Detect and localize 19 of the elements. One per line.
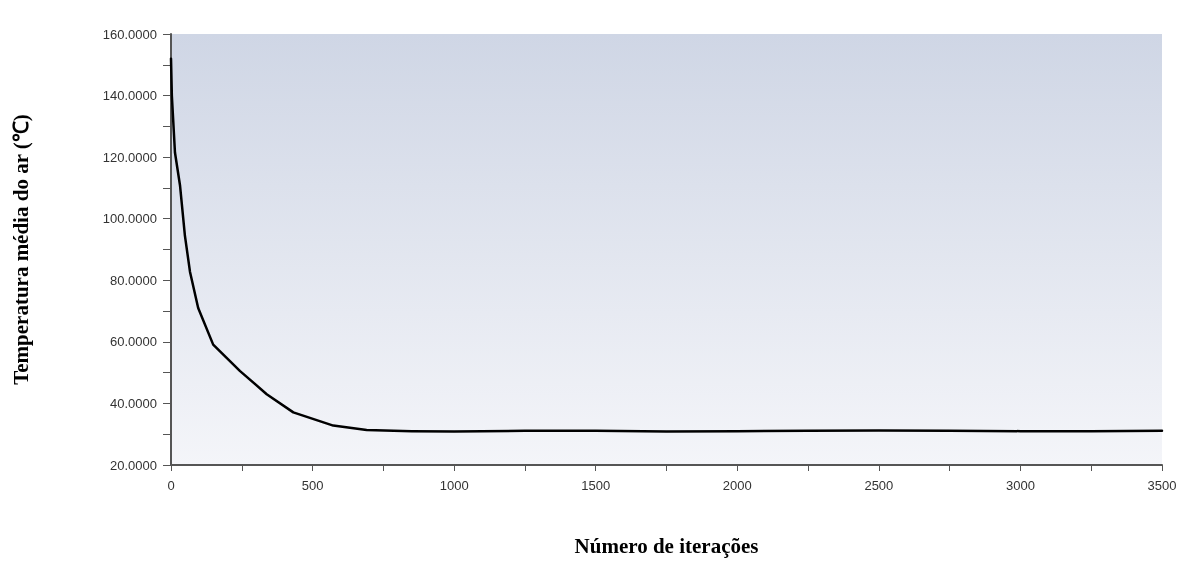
y-tick-label: 100.0000: [102, 211, 157, 227]
y-tick-label: 40.0000: [110, 395, 157, 411]
y-tick-label: 80.0000: [110, 272, 157, 288]
x-axis-title: Número de iterações: [574, 533, 759, 558]
y-tick-label: 140.0000: [102, 88, 157, 104]
x-tick-label: 500: [301, 478, 324, 493]
line-series: [169, 57, 1164, 433]
y-tick-label: 60.0000: [110, 334, 157, 350]
x-tick-label: 1500: [581, 478, 611, 493]
y-axis-title: Temperatura média do ar (℃): [8, 114, 33, 385]
y-tick-label: 120.0000: [102, 149, 157, 165]
x-tick-label: 3500: [1147, 478, 1177, 493]
x-tick-label: 0: [167, 478, 175, 493]
x-tick-label: 2500: [864, 478, 894, 493]
x-tick-label: 1000: [439, 478, 469, 493]
x-tick-label: 3000: [1005, 478, 1035, 493]
x-tick-label: 2000: [722, 478, 752, 493]
y-tick-label: 160.0000: [102, 26, 157, 42]
y-tick-label: 20.0000: [110, 457, 157, 473]
